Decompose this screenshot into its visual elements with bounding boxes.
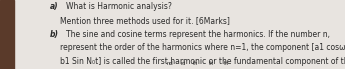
Text: th: th [193, 61, 199, 66]
Text: a): a) [50, 2, 59, 11]
Text: b1 Sin N₀t] is called the first harmonic or the fundamental component of the: b1 Sin N₀t] is called the first harmonic… [60, 57, 345, 66]
Text: What is Harmonic analysis?: What is Harmonic analysis? [66, 2, 171, 11]
Text: Mention three methods used for it. [6Marks]: Mention three methods used for it. [6Mar… [60, 16, 230, 25]
Bar [0, 0, 14, 69]
Text: th: th [208, 61, 214, 66]
Text: th: th [224, 61, 229, 66]
Text: rd: rd [180, 61, 186, 66]
Text: represent the order of the harmonics where n=1, the component [a1 cosω₁t +: represent the order of the harmonics whe… [60, 43, 345, 52]
Text: The sine and cosine terms represent the harmonics. If the number n,: The sine and cosine terms represent the … [66, 30, 329, 39]
Text: nd: nd [167, 61, 173, 66]
Text: b): b) [50, 30, 59, 39]
